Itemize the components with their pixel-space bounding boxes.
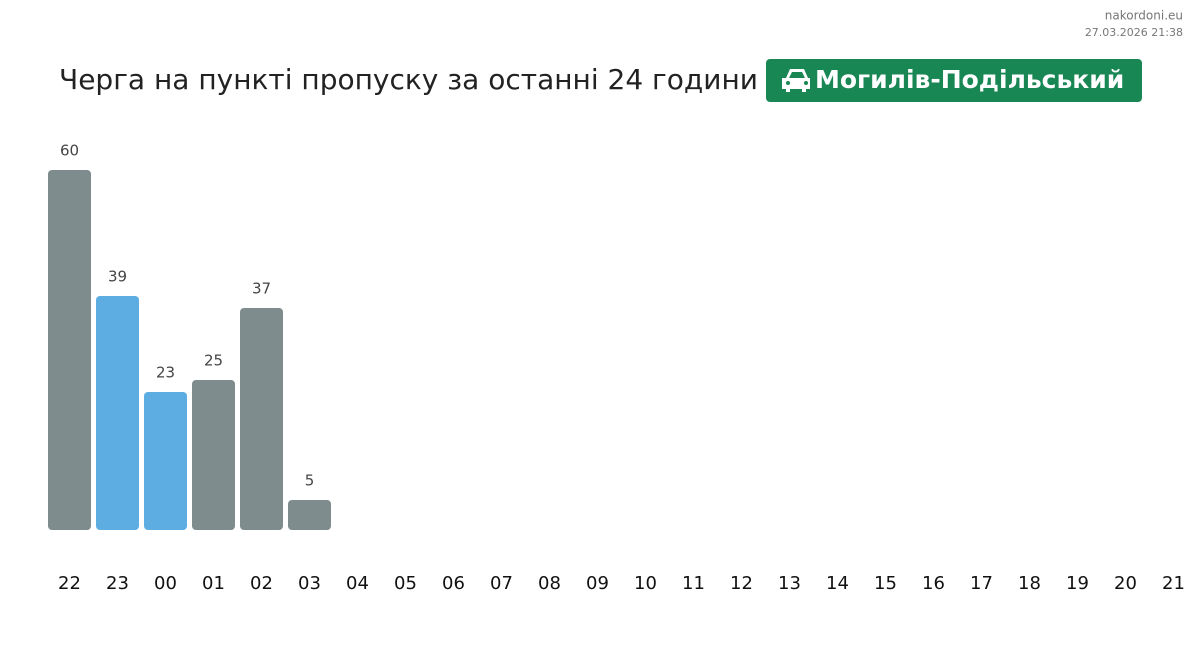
value-label: 25	[204, 352, 223, 370]
x-tick-label: 18	[1018, 573, 1041, 594]
x-tick-label: 00	[154, 573, 177, 594]
x-tick-label: 05	[394, 573, 417, 594]
car-icon	[782, 69, 810, 92]
bar	[96, 296, 139, 530]
x-tick-label: 03	[298, 573, 321, 594]
bar	[240, 308, 283, 530]
x-tick-label: 12	[730, 573, 753, 594]
x-tick-label: 22	[58, 573, 81, 594]
bar	[288, 500, 331, 530]
value-label: 39	[108, 268, 127, 286]
x-tick-label: 04	[346, 573, 369, 594]
x-tick-label: 08	[538, 573, 561, 594]
badge	[766, 59, 1142, 102]
chart-title: Черга на пункті пропуску за останні 24 г…	[59, 63, 758, 96]
x-tick-label: 20	[1114, 573, 1137, 594]
x-tick-label: 11	[682, 573, 705, 594]
timestamp: 27.03.2026 21:38	[1085, 26, 1183, 39]
x-tick-label: 06	[442, 573, 465, 594]
value-label: 60	[60, 142, 79, 160]
x-tick-label: 15	[874, 573, 897, 594]
x-tick-label: 10	[634, 573, 657, 594]
x-tick-label: 13	[778, 573, 801, 594]
bar	[144, 392, 187, 530]
value-label: 23	[156, 364, 175, 382]
x-tick-label: 01	[202, 573, 225, 594]
x-tick-label: 23	[106, 573, 129, 594]
x-tick-label: 17	[970, 573, 993, 594]
bar	[48, 170, 91, 530]
x-tick-label: 21	[1162, 573, 1185, 594]
x-tick-label: 09	[586, 573, 609, 594]
x-tick-label: 07	[490, 573, 513, 594]
value-label: 5	[305, 472, 315, 490]
x-tick-label: 16	[922, 573, 945, 594]
bar	[192, 380, 235, 530]
x-tick-label: 02	[250, 573, 273, 594]
x-tick-label: 14	[826, 573, 849, 594]
value-label: 37	[252, 280, 271, 298]
site-name: nakordoni.eu	[1105, 9, 1183, 23]
x-tick-label: 19	[1066, 573, 1089, 594]
badge-label: Могилів-Подільський	[815, 65, 1124, 94]
